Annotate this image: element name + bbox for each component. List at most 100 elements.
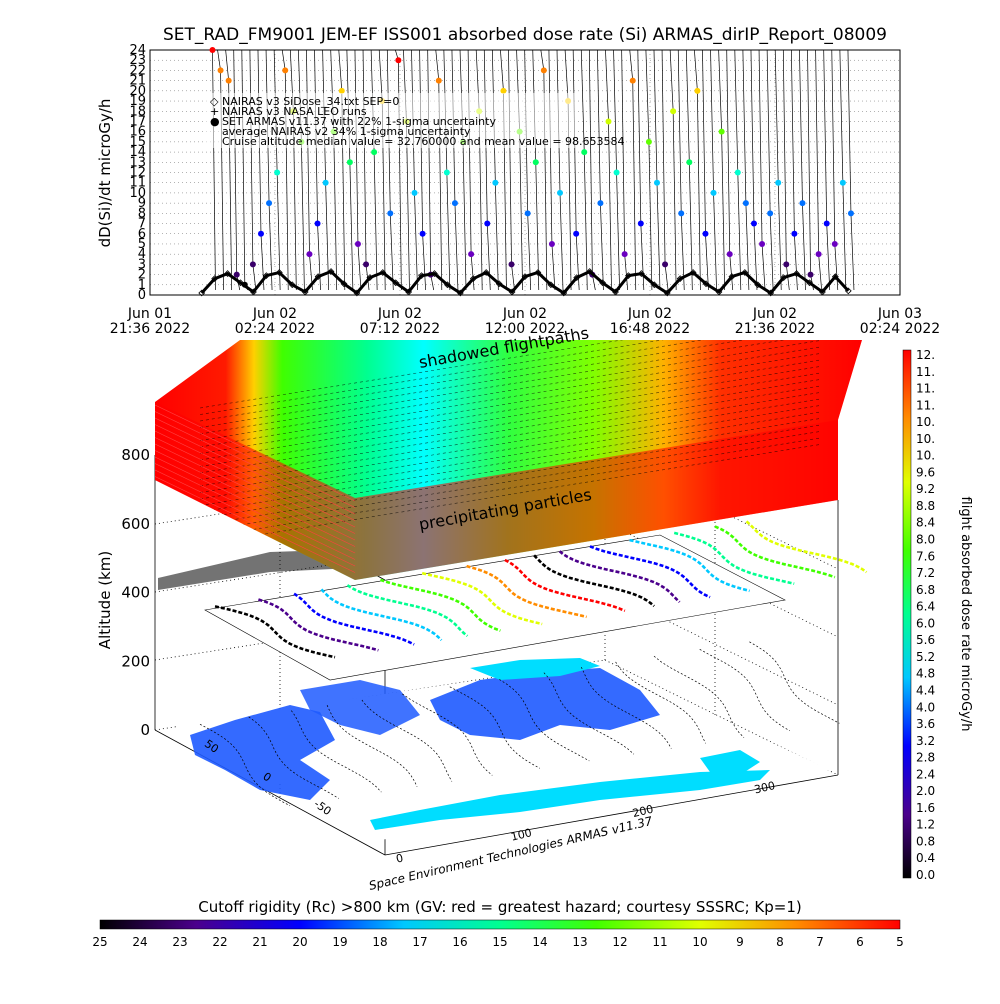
armas-trace	[422, 233, 426, 291]
legend-symbol: +	[210, 105, 219, 118]
armas-trace	[470, 254, 475, 291]
orbit-track	[346, 584, 469, 638]
armas-trace	[551, 243, 556, 291]
rigidity-colorbar-bar	[99, 919, 901, 930]
armas-trace	[583, 152, 588, 291]
ground-track	[449, 686, 540, 769]
dose-tick-label: 4.4	[916, 683, 935, 697]
armas-trace	[815, 49, 819, 255]
armas-trace	[580, 49, 585, 153]
nairas-point	[275, 269, 283, 276]
ground-track	[653, 655, 745, 738]
armas-trace	[268, 203, 273, 291]
ground-track	[402, 693, 493, 776]
armas-trace	[729, 254, 734, 291]
longitude-tick-label: 200	[631, 803, 654, 820]
nairas-point	[237, 279, 244, 287]
armas-traces	[209, 49, 855, 291]
armas-point	[532, 159, 539, 166]
armas-trace	[212, 49, 216, 291]
legend-entry: NAIRAS v3 SiDose_34.txt SEP=0	[222, 95, 399, 108]
longitude-tick-label: 100	[510, 826, 533, 843]
nairas-point	[586, 268, 594, 275]
rigidity-tick-label: 19	[332, 935, 347, 949]
armas-trace	[761, 243, 766, 291]
armas-trace	[850, 213, 855, 291]
ground-track	[326, 705, 418, 787]
landmass-africa	[300, 680, 420, 735]
armas-trace	[648, 141, 653, 291]
armas-point	[540, 67, 547, 74]
x-tick-label-date: Jun 01	[127, 306, 172, 322]
dose-tick-label: 8.0	[916, 533, 935, 547]
armas-point	[451, 200, 458, 207]
dose-tick-label: 7.2	[916, 566, 935, 580]
armas-trace	[677, 49, 682, 214]
armas-point	[847, 210, 854, 217]
armas-trace	[600, 203, 604, 291]
armas-trace	[588, 49, 593, 275]
legend-entry: SET ARMAS v11.37 with 22% 1-sigma uncert…	[222, 115, 496, 128]
orbit-track	[533, 554, 655, 608]
nairas-point	[262, 272, 270, 279]
legend-entry: average NAIRAS v2 34% 1-sigma uncertaint…	[222, 125, 471, 138]
rigidity-tick-label: 11	[652, 935, 667, 949]
y-tick-label: 2	[138, 268, 146, 283]
armas-trace	[535, 162, 540, 291]
y-tick-label: 15	[129, 135, 146, 150]
landmass-eurasia	[430, 668, 660, 740]
armas-trace	[252, 264, 257, 291]
armas-point	[597, 200, 604, 207]
armas-trace	[645, 49, 650, 142]
nairas-point	[650, 281, 658, 289]
dose-tick-label: 0.4	[916, 851, 935, 865]
slab-flightpath	[199, 372, 821, 474]
armas-trace	[697, 90, 701, 291]
armas-trace	[301, 141, 305, 291]
landmass-antarctic	[370, 770, 770, 830]
armas-point	[363, 261, 370, 268]
altitude-tick-label: 800	[121, 446, 150, 464]
armas-point	[670, 108, 677, 115]
armas-point	[346, 159, 353, 166]
longitude-tick-labels: 0 100 200 300	[395, 779, 777, 866]
dose-tick-label: 4.8	[916, 667, 935, 681]
orbit-track	[214, 605, 336, 659]
slab-flightpath	[199, 424, 821, 526]
armas-trace	[750, 49, 755, 224]
orbit-track	[589, 545, 711, 599]
x-tick-label-date: Jun 02	[627, 306, 672, 322]
nairas-point	[211, 275, 219, 283]
nairas-point	[560, 289, 568, 297]
x-tick-label-time: 21:36 2022	[110, 321, 190, 337]
slab-edge-line	[155, 424, 356, 521]
altitude-tick-label: 0	[140, 721, 150, 739]
dose-tick-label: 9.6	[916, 465, 935, 479]
nairas-point	[444, 281, 451, 289]
armas-trace	[605, 49, 609, 122]
armas-trace	[414, 192, 418, 291]
armas-trace	[511, 264, 515, 291]
dose-tick-label: 8.4	[916, 516, 935, 530]
rigidity-tick-label: 23	[172, 935, 187, 949]
armas-trace	[378, 49, 383, 102]
slab-flightpath	[199, 359, 821, 461]
armas-trace	[241, 49, 246, 285]
armas-point	[500, 87, 507, 94]
armas-point	[492, 179, 499, 186]
x-tick-label-date: Jun 02	[252, 306, 297, 322]
armas-point	[314, 220, 321, 227]
legend-symbol: ●	[210, 115, 220, 128]
nairas-point	[327, 268, 335, 275]
nairas-point	[224, 270, 231, 277]
y-tick-label: 4	[138, 247, 146, 262]
slab-edge-line	[155, 443, 356, 541]
armas-point	[419, 230, 426, 237]
armas-point	[645, 138, 652, 145]
armas-trace	[373, 152, 378, 291]
dose-tick-label: 2.0	[916, 784, 935, 798]
armas-trace	[823, 49, 828, 224]
slab-flightpath	[199, 340, 821, 428]
